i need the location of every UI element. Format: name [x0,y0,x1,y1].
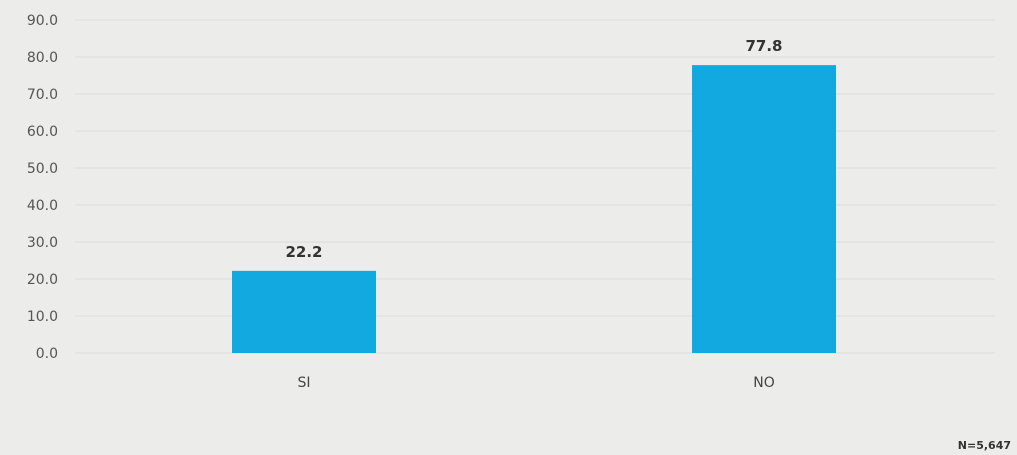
y-tick-label: 90.0 [27,13,58,29]
sample-size-note: N=5,647 [958,439,1011,452]
bar-no [692,65,836,353]
data-label-si: 22.2 [285,243,322,261]
y-tick-label: 10.0 [27,309,58,325]
x-axis-category-labels: SI NO [297,375,774,391]
data-labels: 22.2 77.8 [285,37,782,261]
y-tick-label: 50.0 [27,161,58,177]
y-tick-label: 70.0 [27,87,58,103]
category-label-no: NO [753,375,775,391]
bar-si [232,270,376,353]
y-tick-label: 60.0 [27,124,58,140]
y-tick-label: 80.0 [27,50,58,66]
y-tick-label: 30.0 [27,235,58,251]
y-axis-tick-labels: 0.0 10.0 20.0 30.0 40.0 50.0 60.0 70.0 80.0 90.0 [27,13,58,362]
category-label-si: SI [297,375,310,391]
data-label-no: 77.8 [745,37,782,55]
bars [232,65,836,353]
y-tick-label: 40.0 [27,198,58,214]
gridlines [75,19,995,354]
y-tick-label: 20.0 [27,272,58,288]
y-tick-label: 0.0 [36,346,58,362]
